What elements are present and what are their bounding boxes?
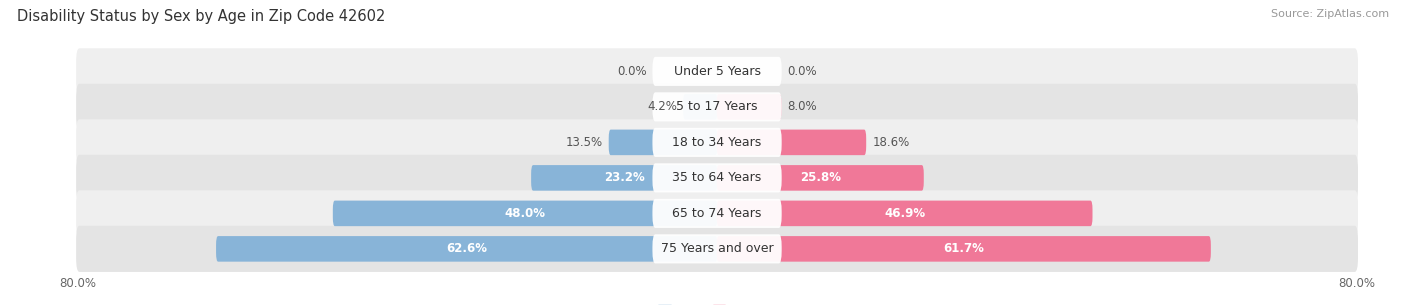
Text: 75 Years and over: 75 Years and over bbox=[661, 242, 773, 255]
Text: 48.0%: 48.0% bbox=[505, 207, 546, 220]
FancyBboxPatch shape bbox=[652, 163, 782, 192]
Text: Disability Status by Sex by Age in Zip Code 42602: Disability Status by Sex by Age in Zip C… bbox=[17, 9, 385, 24]
FancyBboxPatch shape bbox=[652, 57, 782, 86]
Text: 62.6%: 62.6% bbox=[446, 242, 488, 255]
Text: Under 5 Years: Under 5 Years bbox=[673, 65, 761, 78]
FancyBboxPatch shape bbox=[683, 94, 717, 120]
Text: 25.8%: 25.8% bbox=[800, 171, 841, 185]
Text: 13.5%: 13.5% bbox=[565, 136, 603, 149]
FancyBboxPatch shape bbox=[76, 155, 1358, 201]
FancyBboxPatch shape bbox=[76, 84, 1358, 130]
FancyBboxPatch shape bbox=[717, 94, 782, 120]
FancyBboxPatch shape bbox=[717, 236, 1211, 262]
Text: 35 to 64 Years: 35 to 64 Years bbox=[672, 171, 762, 185]
Text: 23.2%: 23.2% bbox=[605, 171, 645, 185]
Text: 46.9%: 46.9% bbox=[884, 207, 925, 220]
Text: 0.0%: 0.0% bbox=[617, 65, 647, 78]
FancyBboxPatch shape bbox=[652, 92, 782, 121]
FancyBboxPatch shape bbox=[717, 165, 924, 191]
FancyBboxPatch shape bbox=[76, 48, 1358, 95]
Text: 4.2%: 4.2% bbox=[647, 100, 678, 113]
FancyBboxPatch shape bbox=[717, 201, 1092, 226]
FancyBboxPatch shape bbox=[652, 128, 782, 157]
FancyBboxPatch shape bbox=[217, 236, 717, 262]
Text: 18 to 34 Years: 18 to 34 Years bbox=[672, 136, 762, 149]
FancyBboxPatch shape bbox=[609, 130, 717, 155]
Text: 18.6%: 18.6% bbox=[872, 136, 910, 149]
Text: 8.0%: 8.0% bbox=[787, 100, 817, 113]
Text: Source: ZipAtlas.com: Source: ZipAtlas.com bbox=[1271, 9, 1389, 19]
Legend: Male, Female: Male, Female bbox=[654, 300, 780, 305]
Text: 65 to 74 Years: 65 to 74 Years bbox=[672, 207, 762, 220]
FancyBboxPatch shape bbox=[76, 226, 1358, 272]
FancyBboxPatch shape bbox=[333, 201, 717, 226]
FancyBboxPatch shape bbox=[652, 199, 782, 228]
FancyBboxPatch shape bbox=[76, 190, 1358, 236]
Text: 61.7%: 61.7% bbox=[943, 242, 984, 255]
FancyBboxPatch shape bbox=[652, 234, 782, 264]
FancyBboxPatch shape bbox=[76, 119, 1358, 165]
Text: 0.0%: 0.0% bbox=[787, 65, 817, 78]
Text: 5 to 17 Years: 5 to 17 Years bbox=[676, 100, 758, 113]
FancyBboxPatch shape bbox=[531, 165, 717, 191]
FancyBboxPatch shape bbox=[717, 130, 866, 155]
